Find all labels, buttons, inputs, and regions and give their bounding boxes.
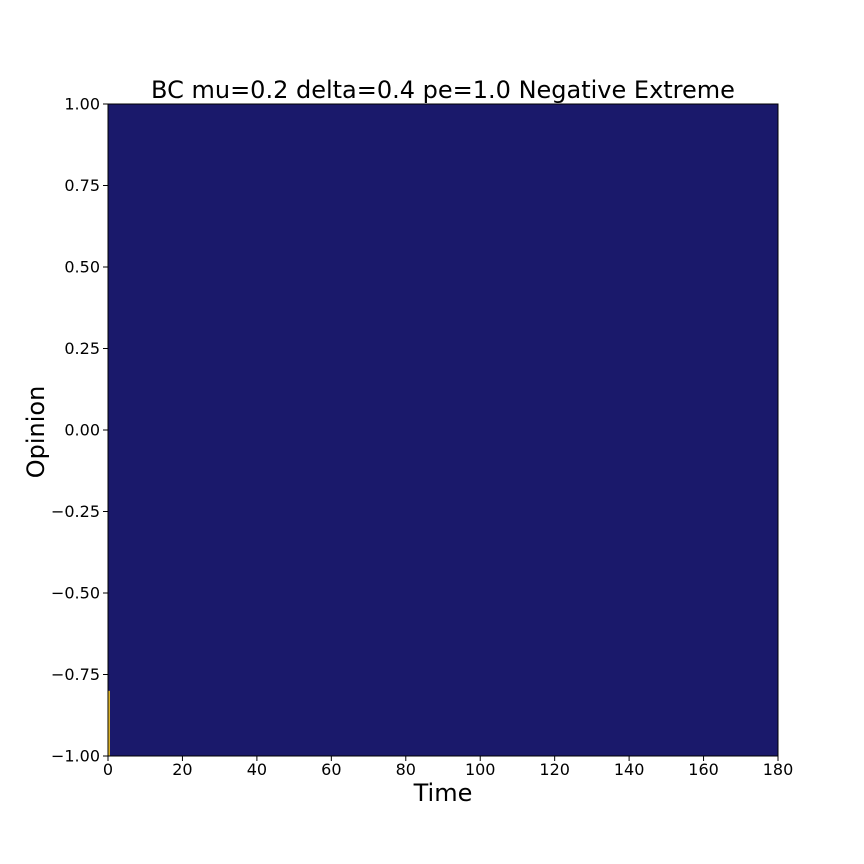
y-axis: 1.00 0.75 0.50 0.25 0.00 −0.25 −0.50 −0.75 −1.00 xyxy=(51,95,108,766)
y-tick-label: −0.25 xyxy=(51,502,100,521)
x-tick-label: 60 xyxy=(321,760,341,779)
x-tick-label: 100 xyxy=(465,760,496,779)
x-tick-label: 20 xyxy=(172,760,192,779)
x-tick-label: 140 xyxy=(614,760,645,779)
y-tick-label: 0.00 xyxy=(64,421,100,440)
chart-title: BC mu=0.2 delta=0.4 pe=1.0 Negative Extr… xyxy=(151,76,735,104)
x-tick-label: 120 xyxy=(539,760,570,779)
x-tick-label: 0 xyxy=(103,760,113,779)
heatmap-background xyxy=(108,104,778,756)
x-axis-label: Time xyxy=(413,779,473,807)
y-tick-label: 0.50 xyxy=(64,258,100,277)
y-tick-label: −0.75 xyxy=(51,665,100,684)
y-tick-label: 1.00 xyxy=(64,95,100,114)
y-tick-label: −1.00 xyxy=(51,747,100,766)
x-tick-label: 160 xyxy=(688,760,719,779)
y-tick-label: −0.50 xyxy=(51,584,100,603)
x-tick-label: 180 xyxy=(763,760,794,779)
x-axis: 0 20 40 60 80 100 120 140 160 180 xyxy=(103,756,793,779)
y-axis-label: Opinion xyxy=(22,386,50,479)
heatmap-highlight-cell xyxy=(108,690,110,756)
plot-area xyxy=(107,103,779,757)
y-tick-label: 0.25 xyxy=(64,339,100,358)
x-tick-label: 80 xyxy=(396,760,416,779)
y-tick-label: 0.75 xyxy=(64,176,100,195)
x-tick-label: 40 xyxy=(247,760,267,779)
